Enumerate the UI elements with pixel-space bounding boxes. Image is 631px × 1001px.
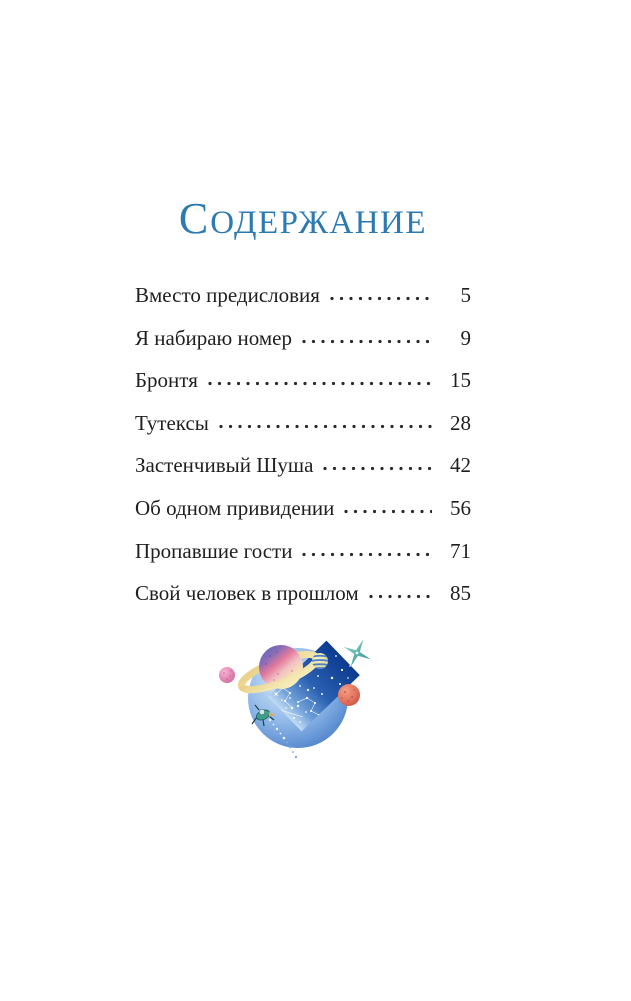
toc-entry-title: Свой человек в прошлом xyxy=(135,581,359,606)
toc-entry[interactable]: Тутексы 28 xyxy=(135,402,471,445)
red-planet-icon xyxy=(338,684,360,706)
toc-entry[interactable]: Вместо предисловия 5 xyxy=(135,274,471,317)
dot-leader xyxy=(301,338,432,344)
toc-entry-title: Я набираю номер xyxy=(135,325,292,350)
toc-entry-title: Пропавшие гости xyxy=(135,538,293,563)
toc-entry-title: Бронтя xyxy=(135,368,198,393)
toc-entry[interactable]: Об одном привидении 56 xyxy=(135,487,471,530)
dot-leader xyxy=(207,381,432,387)
page-title: Содержание xyxy=(178,194,428,243)
space-collage-illustration xyxy=(219,639,371,759)
toc-entry-page: 42 xyxy=(450,453,471,478)
sparkle-star-icon xyxy=(343,639,371,667)
dot-leader xyxy=(302,551,432,557)
toc-entry-title: Застенчивый Шуша xyxy=(135,453,314,478)
toc-entry-title: Тутексы xyxy=(135,410,209,435)
toc-entry-title: Об одном привидении xyxy=(135,495,335,520)
toc-entry-page: 28 xyxy=(450,410,471,435)
spaceship-icon xyxy=(251,704,275,727)
toc-entry-page: 71 xyxy=(450,538,471,563)
pink-planet-icon xyxy=(219,667,235,683)
toc-entry[interactable]: Застенчивый Шуша 42 xyxy=(135,444,471,487)
toc-entry-page: 9 xyxy=(460,325,472,350)
toc-entry[interactable]: Я набираю номер 9 xyxy=(135,317,471,360)
toc-entry[interactable]: Свой человек в прошлом 85 xyxy=(135,572,471,615)
toc-list: Вместо предисловия 5 Я набираю номер 9 Б… xyxy=(135,274,471,615)
toc-entry-page: 5 xyxy=(460,283,472,307)
dot-leader xyxy=(329,296,432,301)
toc-entry-title: Вместо предисловия xyxy=(135,283,320,307)
toc-entry-page: 85 xyxy=(450,581,471,606)
toc-entry[interactable]: Бронтя 15 xyxy=(135,359,471,402)
toc-entry-page: 56 xyxy=(450,495,471,520)
dot-leader xyxy=(344,508,432,514)
toc-entry[interactable]: Пропавшие гости 71 xyxy=(135,530,471,573)
dot-leader xyxy=(218,423,432,429)
spaceship-trail xyxy=(268,718,298,759)
dot-leader xyxy=(368,594,432,600)
toc-entry-page: 15 xyxy=(450,368,471,393)
dot-leader xyxy=(323,466,432,472)
